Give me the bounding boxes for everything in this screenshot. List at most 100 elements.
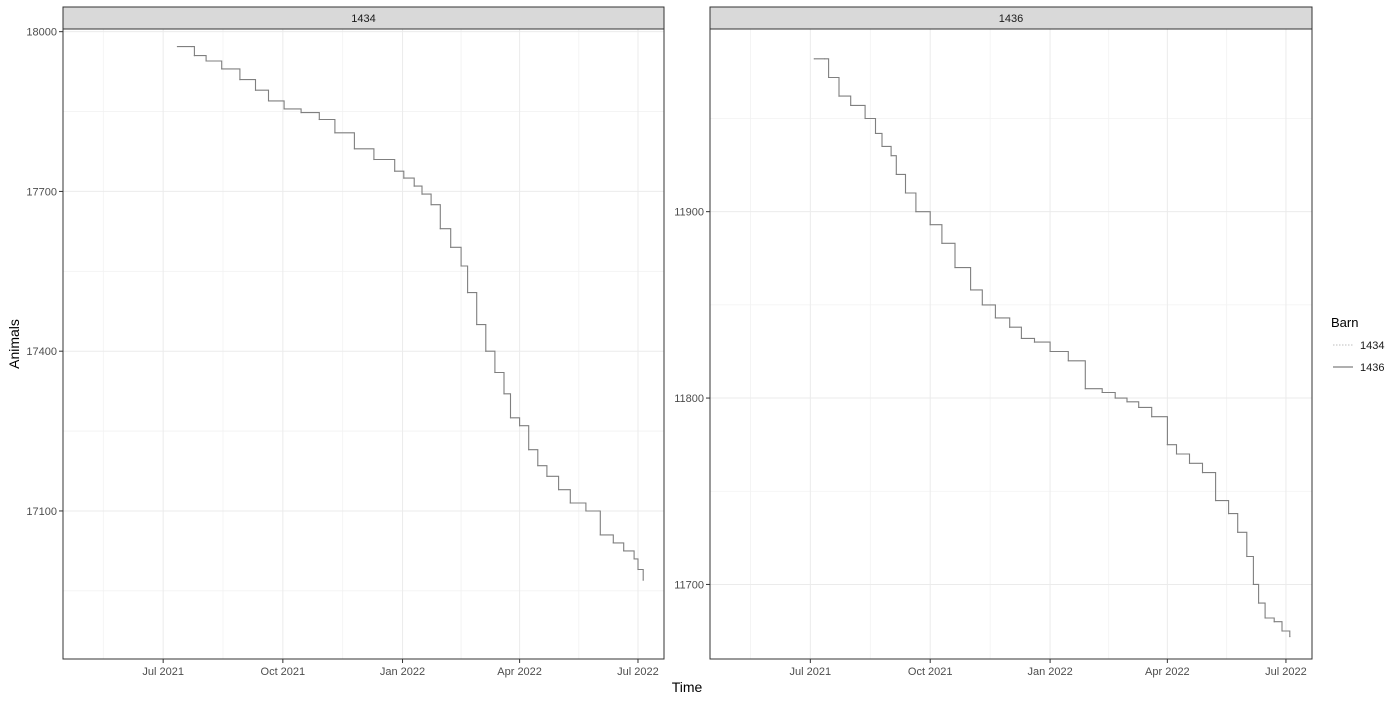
data-point-1436 — [981, 304, 983, 306]
data-point-1436 — [1289, 636, 1291, 638]
data-point-1436 — [1033, 341, 1036, 343]
data-point-1436 — [874, 132, 877, 134]
data-point-1436 — [1020, 337, 1023, 340]
legend-title: Barn — [1331, 315, 1358, 330]
y-tick-label: 11700 — [674, 579, 704, 591]
y-tick-label: 17700 — [26, 186, 57, 198]
data-point-1436 — [954, 266, 956, 269]
data-point-1436 — [1246, 555, 1248, 558]
data-point-1436 — [1175, 453, 1178, 455]
data-point-1436 — [1237, 531, 1239, 533]
x-axis-title: Time — [672, 679, 703, 695]
data-point-1434 — [353, 148, 355, 150]
data-point-1436 — [1166, 444, 1168, 446]
data-point-1434 — [598, 510, 600, 512]
data-point-1436 — [904, 192, 907, 194]
panel-border-1434 — [62, 28, 665, 660]
data-point-1434 — [334, 132, 336, 134]
data-point-1434 — [558, 489, 560, 491]
data-point-1434 — [485, 350, 487, 352]
data-point-1434 — [413, 185, 415, 187]
data-point-1434 — [300, 112, 302, 114]
data-point-1434 — [519, 425, 521, 427]
data-point-1434 — [193, 55, 195, 57]
data-point-1436 — [1264, 617, 1266, 619]
data-point-1434 — [546, 475, 548, 477]
data-point-1436 — [864, 117, 866, 120]
y-tick-label: 11800 — [674, 393, 704, 405]
x-tick-label: Oct 2021 — [261, 666, 306, 678]
data-point-1434 — [239, 78, 241, 81]
data-point-1436 — [895, 173, 897, 175]
data-point-1436 — [1257, 602, 1260, 604]
data-point-1434 — [642, 579, 644, 581]
facet-strip-label: 1436 — [999, 13, 1023, 25]
data-point-1434 — [476, 323, 478, 326]
x-tick-label: Jul 2022 — [1265, 666, 1307, 678]
data-point-1434 — [373, 158, 375, 161]
x-tick-label: Jan 2022 — [1027, 666, 1072, 678]
data-point-1436 — [1281, 630, 1283, 632]
data-point-1434 — [633, 558, 635, 560]
data-point-1436 — [890, 155, 892, 157]
facet-strip-label: 1434 — [351, 13, 375, 25]
data-point-1434 — [585, 510, 587, 512]
panel-border-1436 — [709, 28, 1313, 660]
data-point-1434 — [637, 568, 639, 571]
data-point-1436 — [929, 224, 931, 226]
data-point-1434 — [599, 534, 601, 536]
data-point-1434 — [466, 292, 469, 294]
data-point-1436 — [1228, 513, 1230, 515]
data-point-1434 — [191, 45, 193, 48]
x-tick-label: Jul 2022 — [617, 666, 659, 678]
data-point-1434 — [494, 371, 496, 374]
data-point-1434 — [283, 108, 285, 110]
data-point-1436 — [915, 211, 917, 213]
data-point-1434 — [439, 228, 441, 230]
x-tick-label: Oct 2021 — [908, 666, 953, 678]
data-point-1434 — [394, 170, 396, 172]
data-point-1436 — [1114, 397, 1116, 399]
data-point-1436 — [1273, 621, 1275, 623]
x-tick-label: Jan 2022 — [380, 666, 425, 678]
data-point-1434 — [460, 265, 462, 267]
data-point-1436 — [1049, 350, 1051, 353]
data-point-1436 — [1214, 499, 1217, 502]
legend-label-1436: 1436 — [1360, 362, 1384, 374]
data-point-1436 — [824, 58, 826, 60]
data-point-1434 — [509, 417, 512, 419]
data-point-1434 — [221, 68, 223, 70]
data-point-1436 — [1067, 360, 1069, 362]
data-point-1436 — [941, 242, 943, 244]
data-point-1436 — [1084, 388, 1086, 390]
data-point-1434 — [421, 193, 423, 195]
data-point-1434 — [612, 542, 614, 544]
y-tick-label: 18000 — [26, 27, 57, 39]
data-point-1436 — [1188, 462, 1191, 464]
data-point-1436 — [850, 104, 852, 107]
y-tick-label: 11900 — [674, 207, 704, 219]
y-tick-label: 17400 — [26, 346, 57, 358]
data-point-1436 — [1201, 472, 1204, 474]
data-point-1434 — [205, 60, 207, 62]
data-point-1434 — [528, 449, 530, 451]
series-line-1434 — [177, 46, 644, 581]
data-point-1436 — [1151, 416, 1153, 418]
data-point-1436 — [881, 145, 883, 148]
data-point-1436 — [1126, 401, 1128, 403]
data-point-1436 — [1009, 326, 1011, 328]
data-point-1436 — [813, 58, 815, 60]
data-point-1436 — [970, 289, 972, 291]
x-tick-label: Jul 2021 — [142, 666, 184, 678]
x-tick-label: Jul 2021 — [790, 666, 832, 678]
data-point-1434 — [176, 45, 179, 48]
y-axis-title: Animals — [6, 319, 22, 369]
data-point-1434 — [537, 465, 539, 467]
data-point-1434 — [503, 393, 505, 395]
data-point-1434 — [623, 550, 625, 552]
x-tick-label: Apr 2022 — [1145, 666, 1190, 678]
data-point-1436 — [1101, 391, 1103, 394]
series-line-1436 — [814, 58, 1291, 637]
legend-label-1434: 1434 — [1360, 340, 1384, 352]
